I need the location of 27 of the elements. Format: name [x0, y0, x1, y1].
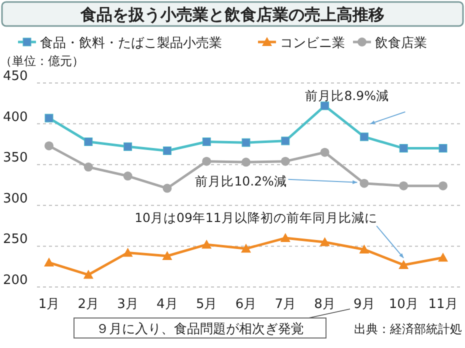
- x-tick-label: 9月: [354, 297, 375, 312]
- annotation: 前月比8.9%減: [305, 88, 389, 103]
- x-tick-label: 7月: [274, 297, 296, 312]
- y-axis-title: （単位：億元）: [0, 54, 84, 68]
- x-tick-label: 2月: [78, 297, 100, 312]
- y-tick-label: 450: [3, 69, 28, 84]
- x-tick-label: 11月: [428, 297, 458, 312]
- x-tick-label: 4月: [156, 297, 178, 312]
- text: ９月に入り、食品問題が相次ぎ発覚: [96, 322, 304, 337]
- x-tick-label: 1月: [38, 297, 60, 312]
- x-tick-label: 6月: [235, 297, 257, 312]
- source-note: 出典：経済部統計処: [354, 322, 462, 336]
- x-tick-label: 5月: [196, 297, 218, 312]
- legend-label: 食品・飲料・たばこ製品小売業: [40, 36, 222, 51]
- annotation: 前月比10.2%減: [195, 173, 287, 188]
- y-tick-label: 200: [3, 273, 28, 288]
- x-tick-label: 3月: [117, 297, 138, 312]
- y-tick-label: 350: [3, 150, 28, 166]
- chart-title: 食品を扱う小売業と飲食店業の売上高推移: [80, 5, 384, 24]
- annotation: 10月は09年11月以降初の前年同月比減に: [134, 210, 378, 225]
- y-tick-label: 250: [3, 232, 28, 248]
- x-tick-label: 8月: [314, 297, 336, 312]
- legend-label: 飲食店業: [375, 35, 427, 51]
- x-tick-label: 10月: [388, 297, 418, 312]
- y-tick-label: 400: [3, 110, 28, 125]
- y-tick-label: 300: [3, 191, 28, 206]
- legend-label: コンビニ業: [280, 36, 345, 51]
